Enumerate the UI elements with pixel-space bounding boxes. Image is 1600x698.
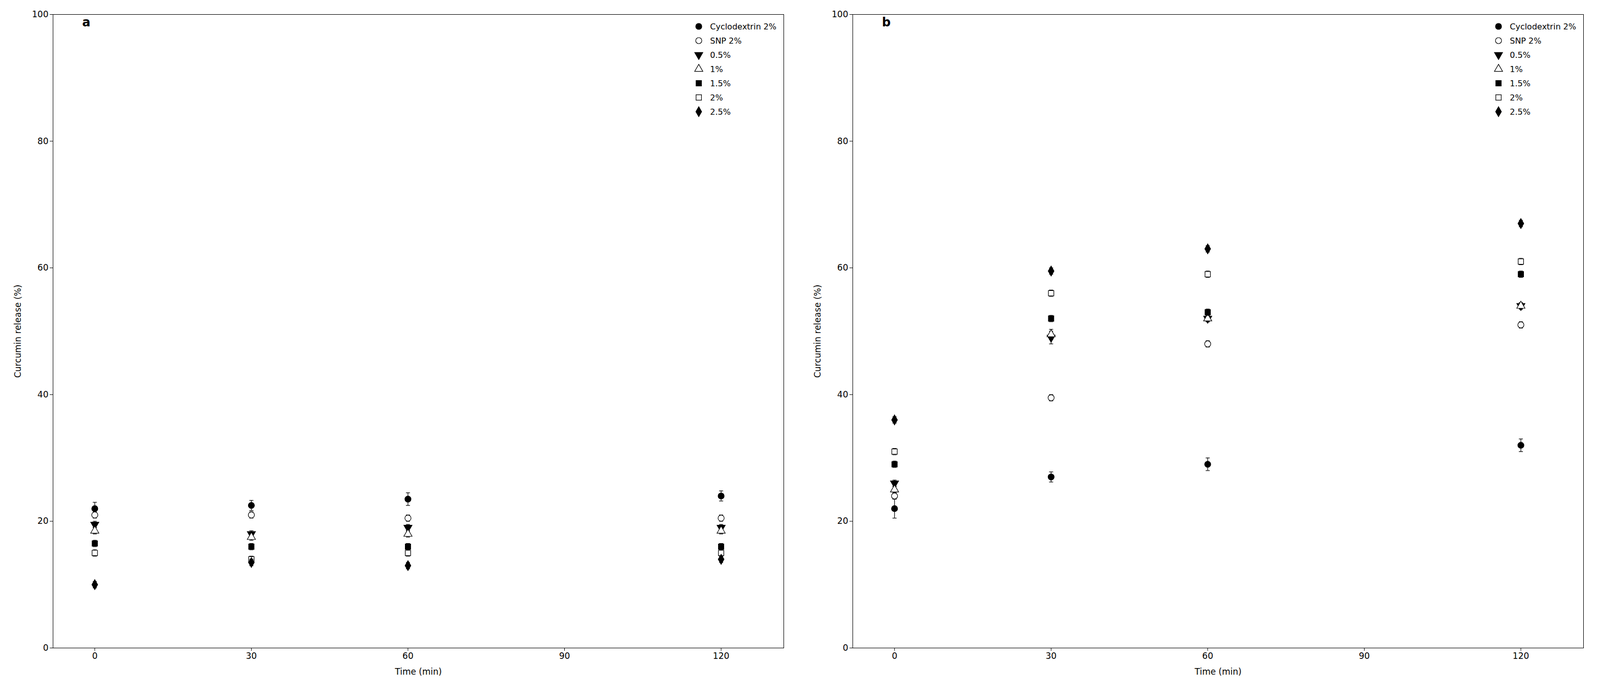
svg-text:Curcumin release (%): Curcumin release (%) xyxy=(812,284,823,379)
svg-text:20: 20 xyxy=(37,515,49,526)
svg-text:80: 80 xyxy=(37,135,49,147)
svg-text:20: 20 xyxy=(837,515,849,526)
html-text:1%: 1% xyxy=(1509,64,1523,74)
svg-text:0: 0 xyxy=(891,650,898,661)
html-text:0.5%: 0.5% xyxy=(1509,49,1531,60)
svg-text:60: 60 xyxy=(1202,650,1214,661)
svg-text:60: 60 xyxy=(37,262,49,273)
html-text:SNP 2%: SNP 2% xyxy=(710,35,742,46)
svg-text:Time (min): Time (min) xyxy=(1194,666,1242,677)
html-text:0.5%: 0.5% xyxy=(710,49,731,60)
svg-text:100: 100 xyxy=(831,9,848,20)
svg-text:0: 0 xyxy=(842,642,849,653)
svg-text:30: 30 xyxy=(246,650,258,661)
svg-text:b: b xyxy=(881,15,891,30)
svg-text:60: 60 xyxy=(402,650,414,661)
svg-text:40: 40 xyxy=(837,389,849,400)
svg-text:120: 120 xyxy=(1512,650,1529,661)
svg-text:80: 80 xyxy=(837,135,849,147)
svg-text:90: 90 xyxy=(1358,650,1371,661)
svg-text:90: 90 xyxy=(559,650,571,661)
svg-text:40: 40 xyxy=(37,389,49,400)
html-text:Cyclodextrin 2%: Cyclodextrin 2% xyxy=(710,21,777,32)
svg-text:0: 0 xyxy=(43,642,49,653)
svg-text:0: 0 xyxy=(91,650,98,661)
html-text:1.5%: 1.5% xyxy=(1509,78,1531,89)
html-text:1.5%: 1.5% xyxy=(710,78,731,89)
svg-text:60: 60 xyxy=(837,262,849,273)
html-text:2.5%: 2.5% xyxy=(1509,106,1531,117)
svg-text:30: 30 xyxy=(1045,650,1058,661)
svg-text:Curcumin release (%): Curcumin release (%) xyxy=(12,284,23,379)
svg-text:a: a xyxy=(82,15,91,30)
html-text:1%: 1% xyxy=(710,64,723,74)
html-text:2.5%: 2.5% xyxy=(710,106,731,117)
svg-text:Time (min): Time (min) xyxy=(394,666,442,677)
svg-text:120: 120 xyxy=(712,650,730,661)
html-text:Cyclodextrin 2%: Cyclodextrin 2% xyxy=(1509,21,1577,32)
html-text:SNP 2%: SNP 2% xyxy=(1509,35,1542,46)
svg-text:100: 100 xyxy=(31,9,49,20)
html-text:2%: 2% xyxy=(1509,92,1523,103)
html-text:2%: 2% xyxy=(710,92,723,103)
